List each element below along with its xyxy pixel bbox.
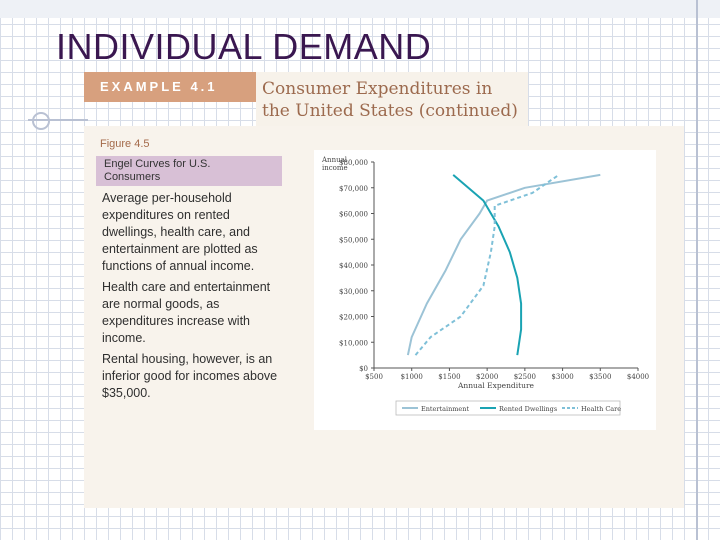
description-paragraph-1: Average per-household expenditures on re… <box>102 191 258 273</box>
example-heading-box: Consumer Expenditures in the United Stat… <box>256 72 528 128</box>
y-tick-label: $0 <box>359 365 368 373</box>
legend-label-entertainment: Entertainment <box>421 405 469 413</box>
x-tick-label: $1000 <box>401 373 423 381</box>
y-tick-label: $60,000 <box>339 211 368 219</box>
y-tick-label: $20,000 <box>339 314 368 322</box>
y-tick-label: $10,000 <box>339 339 368 347</box>
example-label: EXAMPLE 4.1 <box>100 79 218 94</box>
decorative-vertical-line <box>696 0 698 540</box>
y-axis-label-line2: income <box>322 164 348 172</box>
series-line-health-care <box>414 174 560 356</box>
x-tick-label: $3000 <box>551 373 573 381</box>
chart-svg: $0 $10,000 $20,000 $30,000 $40,000 $50,000 $60… <box>321 156 649 416</box>
legend-label-rented-dwellings: Rented Dwellings <box>499 405 557 413</box>
decorative-horizontal-line <box>28 119 88 121</box>
x-tick-label: $3500 <box>589 373 611 381</box>
legend-label-health-care: Health Care <box>581 405 621 413</box>
description-paragraph-2: Health care and entertainment are normal… <box>102 280 271 345</box>
y-tick-label: $40,000 <box>339 262 368 270</box>
x-tick-label: $4000 <box>627 373 649 381</box>
example-heading: Consumer Expenditures in the United Stat… <box>262 78 526 122</box>
figure-caption-box: Engel Curves for U.S. Consumers <box>96 156 282 186</box>
figure-description: Average per-household expenditures on re… <box>102 190 282 406</box>
figure-caption-line2: Consumers <box>104 171 161 183</box>
decorative-circle <box>32 112 50 130</box>
top-band <box>0 0 720 18</box>
figure-label: Figure 4.5 <box>100 138 150 150</box>
x-tick-label: $2000 <box>476 373 498 381</box>
figure-caption: Engel Curves for U.S. Consumers <box>104 158 280 184</box>
y-tick-label: $70,000 <box>339 185 368 193</box>
example-heading-line2: the United States (continued) <box>262 101 518 121</box>
series-line-entertainment <box>406 173 601 356</box>
x-tick-label: $500 <box>365 373 383 381</box>
example-badge: EXAMPLE 4.1 <box>84 72 256 102</box>
legend-box <box>395 400 621 416</box>
example-heading-line1: Consumer Expenditures in <box>262 79 493 99</box>
y-tick-label: $80,000 <box>339 159 368 167</box>
y-tick-label: $30,000 <box>339 288 368 296</box>
description-paragraph-3: Rental housing, however, is an inferior … <box>102 352 278 400</box>
y-tick-label: $50,000 <box>339 236 368 244</box>
engel-curves-chart: $0 $10,000 $20,000 $30,000 $40,000 $50,000 $60… <box>314 150 656 430</box>
x-tick-label: $2500 <box>514 373 536 381</box>
x-tick-label: $1500 <box>438 373 460 381</box>
figure-caption-line1: Engel Curves for U.S. <box>104 158 211 170</box>
slide-title: INDIVIDUAL DEMAND <box>56 26 432 67</box>
x-axis-label: Annual Expenditure <box>457 381 535 390</box>
y-axis-label-line1: Annual <box>321 156 348 164</box>
series-line-rented-dwellings <box>452 174 523 356</box>
